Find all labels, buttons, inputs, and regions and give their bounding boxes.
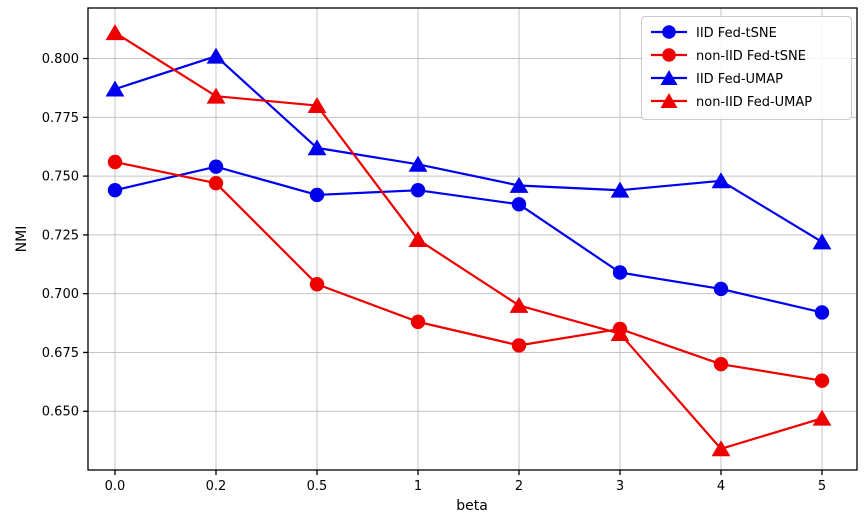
data-point (812, 409, 832, 426)
data-point (711, 172, 731, 189)
legend-item-label: IID Fed-UMAP (696, 72, 783, 87)
data-point (206, 47, 226, 64)
y-tick-label: 0.725 (42, 228, 79, 243)
data-point (107, 183, 123, 198)
series-line-0 (113, 165, 824, 314)
legend-item: IID Fed-UMAP (650, 68, 842, 91)
y-tick-label: 0.700 (42, 287, 79, 302)
x-tick-label: 2 (515, 479, 523, 494)
data-point (814, 373, 830, 388)
data-point (511, 338, 527, 353)
legend-item-label: non-IID Fed-UMAP (696, 95, 813, 110)
series-line-2 (113, 55, 824, 244)
data-point (610, 325, 630, 342)
data-point (509, 176, 529, 193)
plot-border (87, 7, 858, 471)
x-tick-label: 0.0 (105, 479, 126, 494)
y-axis-label: NMI (14, 225, 30, 253)
legend-marker-red-circle (650, 45, 688, 69)
data-point (208, 175, 224, 191)
x-tick-label: 0.5 (307, 479, 328, 494)
x-tick-label: 1 (414, 479, 422, 494)
data-point (711, 440, 731, 457)
data-point (309, 187, 325, 203)
data-point (105, 24, 125, 41)
legend-marker-blue-circle (650, 22, 688, 46)
series-line-3 (113, 31, 824, 450)
legend-item-label: IID Fed-tSNE (696, 26, 777, 41)
y-tick-label: 0.800 (42, 52, 79, 67)
y-tick-label: 0.750 (42, 170, 79, 185)
legend-marker-blue-triangle (650, 68, 688, 92)
x-tick-label: 3 (616, 479, 624, 494)
data-point (612, 265, 628, 280)
data-point (410, 314, 426, 330)
x-tick-label: 0.2 (206, 479, 227, 494)
data-point (410, 183, 426, 198)
legend: IID Fed-tSNE non-IID Fed-tSNE IID Fed-UM… (641, 16, 852, 120)
data-point (309, 277, 325, 292)
data-point (307, 139, 327, 156)
data-point (713, 281, 729, 297)
data-point (206, 87, 226, 104)
y-tick-label: 0.775 (42, 111, 79, 126)
data-point (208, 159, 224, 174)
data-point (408, 230, 428, 247)
data-point (408, 155, 428, 172)
legend-item: IID Fed-tSNE (650, 22, 842, 45)
legend-item: non-IID Fed-tSNE (650, 45, 842, 68)
data-point (307, 96, 327, 113)
data-point (105, 80, 125, 97)
data-point (511, 197, 527, 212)
legend-item: non-IID Fed-UMAP (650, 91, 842, 114)
data-point (509, 296, 529, 313)
x-tick-label: 4 (717, 479, 725, 494)
data-point (812, 233, 832, 250)
y-tick-label: 0.650 (42, 405, 79, 420)
data-point (814, 305, 830, 320)
y-tick-label: 0.675 (42, 346, 79, 361)
legend-marker-red-triangle (650, 91, 688, 115)
data-point (610, 181, 630, 198)
x-tick-label: 5 (818, 479, 826, 494)
series-line-1 (113, 160, 824, 382)
data-point (713, 356, 729, 372)
x-axis-label: beta (456, 498, 488, 514)
legend-item-label: non-IID Fed-tSNE (696, 49, 806, 64)
data-point (107, 154, 123, 170)
